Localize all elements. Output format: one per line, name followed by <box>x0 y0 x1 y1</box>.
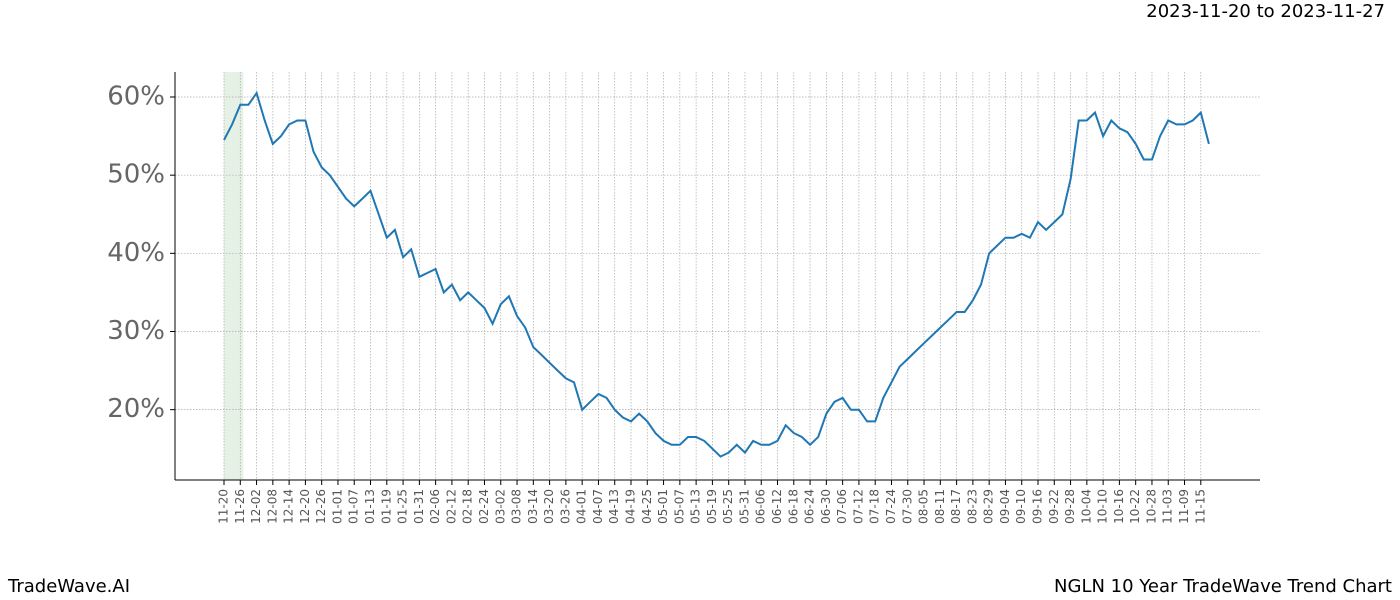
x-tick-label: 11-26 <box>233 489 247 524</box>
x-tick-label: 10-16 <box>1112 489 1126 524</box>
highlight-band <box>224 72 244 480</box>
x-tick-label: 01-07 <box>347 489 361 524</box>
x-tick-label: 09-16 <box>1031 489 1045 524</box>
x-tick-label: 10-28 <box>1144 489 1158 524</box>
x-tick-label: 05-07 <box>672 489 686 524</box>
x-tick-label: 04-19 <box>624 489 638 524</box>
x-tick-label: 09-10 <box>1014 489 1028 524</box>
x-tick-label: 08-05 <box>917 489 931 524</box>
x-tick-label: 08-29 <box>982 489 996 524</box>
x-tick-label: 08-23 <box>965 489 979 524</box>
y-tick-label: 40% <box>107 238 165 268</box>
x-tick-label: 06-30 <box>819 489 833 524</box>
x-tick-label: 01-01 <box>330 489 344 524</box>
x-tick-label: 03-02 <box>493 489 507 524</box>
x-tick-label: 12-02 <box>249 489 263 524</box>
x-tick-label: 01-19 <box>379 489 393 524</box>
x-tick-label: 03-20 <box>542 489 556 524</box>
x-tick-label: 11-15 <box>1193 489 1207 524</box>
x-tick-label: 09-04 <box>998 489 1012 524</box>
x-tick-label: 12-26 <box>314 489 328 524</box>
x-tick-label: 11-09 <box>1177 489 1191 524</box>
x-tick-label: 08-11 <box>933 489 947 524</box>
x-tick-label: 10-04 <box>1079 489 1093 524</box>
x-tick-label: 07-30 <box>900 489 914 524</box>
x-tick-label: 12-20 <box>298 489 312 524</box>
x-tick-label: 02-24 <box>477 489 491 524</box>
x-tick-label: 02-12 <box>444 489 458 524</box>
brand: TradeWave.AI <box>7 576 130 597</box>
x-tick-label: 04-25 <box>640 489 654 524</box>
x-tick-label: 10-22 <box>1128 489 1142 524</box>
x-tick-label: 03-14 <box>526 489 540 524</box>
x-tick-label: 02-18 <box>461 489 475 524</box>
x-tick-label: 05-31 <box>737 489 751 524</box>
y-tick-label: 60% <box>107 82 165 112</box>
date-range: 2023-11-20 to 2023-11-27 <box>1146 1 1385 22</box>
x-tick-label: 08-17 <box>949 489 963 524</box>
x-tick-label: 05-13 <box>689 489 703 524</box>
x-tick-label: 09-28 <box>1063 489 1077 524</box>
x-tick-label: 06-24 <box>803 489 817 524</box>
x-tick-label: 04-13 <box>607 489 621 524</box>
x-tick-label: 05-01 <box>656 489 670 524</box>
y-tick-label: 30% <box>107 316 165 346</box>
x-tick-label: 07-24 <box>884 489 898 524</box>
x-tick-label: 06-12 <box>770 489 784 524</box>
x-tick-label: 01-25 <box>396 489 410 524</box>
x-tick-label: 01-13 <box>363 489 377 524</box>
x-tick-label: 01-31 <box>412 489 426 524</box>
x-tick-label: 03-08 <box>510 489 524 524</box>
x-tick-label: 07-06 <box>835 489 849 524</box>
x-tick-label: 10-10 <box>1096 489 1110 524</box>
y-tick-label: 50% <box>107 160 165 190</box>
x-tick-label: 09-22 <box>1047 489 1061 524</box>
y-tick-label: 20% <box>107 394 165 424</box>
x-tick-label: 11-03 <box>1161 489 1175 524</box>
x-tick-label: 06-18 <box>786 489 800 524</box>
x-tick-label: 07-12 <box>851 489 865 524</box>
x-tick-label: 07-18 <box>868 489 882 524</box>
x-tick-label: 05-25 <box>721 489 735 524</box>
x-tick-label: 02-06 <box>428 489 442 524</box>
x-tick-label: 06-06 <box>754 489 768 524</box>
chart-name: NGLN 10 Year TradeWave Trend Chart <box>1054 576 1392 597</box>
x-tick-label: 04-01 <box>575 489 589 524</box>
x-tick-label: 03-26 <box>558 489 572 524</box>
trend-line <box>223 90 1210 458</box>
x-tick-label: 12-08 <box>265 489 279 524</box>
x-tick-label: 11-20 <box>217 489 231 524</box>
x-tick-label: 05-19 <box>705 489 719 524</box>
x-tick-label: 04-07 <box>591 489 605 524</box>
x-tick-label: 12-14 <box>282 489 296 524</box>
